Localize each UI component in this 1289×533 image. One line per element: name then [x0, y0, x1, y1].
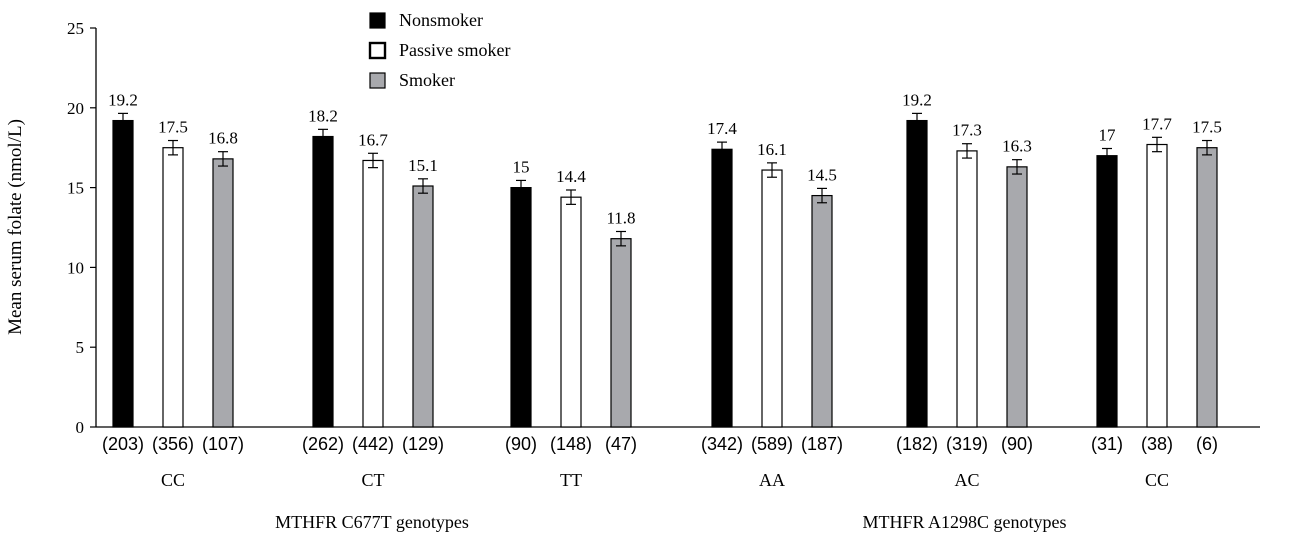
data-label: 17.3 — [952, 121, 982, 140]
sample-size-label: (589) — [751, 434, 793, 454]
sample-size-label: (90) — [1001, 434, 1033, 454]
legend-swatch — [370, 43, 385, 58]
x-tick-label: AC — [954, 470, 979, 490]
sample-size-label: (6) — [1196, 434, 1218, 454]
sample-size-label: (356) — [152, 434, 194, 454]
sample-size-label: (90) — [505, 434, 537, 454]
data-label: 15.1 — [408, 156, 438, 175]
legend-label: Nonsmoker — [399, 10, 483, 30]
data-label: 16.8 — [208, 129, 238, 148]
sample-size-label: (148) — [550, 434, 592, 454]
sample-size-label: (129) — [402, 434, 444, 454]
data-label: 19.2 — [902, 90, 932, 109]
data-label: 19.2 — [108, 90, 138, 109]
data-labels: 19.2 (203) 17.5 (356) 16.8 (107) CC 18.2 (262) 16… — [102, 90, 1222, 532]
sample-size-label: (38) — [1141, 434, 1173, 454]
data-label: 16.7 — [358, 130, 388, 149]
legend-swatch — [370, 73, 385, 88]
data-label: 17.7 — [1142, 114, 1172, 133]
bar-nonsmoker — [1097, 156, 1117, 427]
axes: 0 5 10 15 20 25 — [67, 19, 1260, 437]
bar-passive-smoker — [163, 148, 183, 427]
legend-label: Smoker — [399, 70, 455, 90]
data-label: 16.3 — [1002, 137, 1032, 156]
y-tick-label: 0 — [76, 418, 85, 437]
data-label: 16.1 — [757, 140, 787, 159]
data-label: 17.4 — [707, 119, 737, 138]
legend-swatch — [370, 13, 385, 28]
bar-smoker — [611, 239, 631, 427]
bar-smoker — [413, 186, 433, 427]
y-tick-label: 15 — [67, 179, 84, 198]
bar-nonsmoker — [907, 121, 927, 427]
data-label: 17.5 — [1192, 118, 1222, 137]
bar-nonsmoker — [313, 137, 333, 427]
legend-label: Passive smoker — [399, 40, 511, 60]
bar-passive-smoker — [762, 170, 782, 427]
data-label: 14.4 — [556, 167, 586, 186]
sample-size-label: (262) — [302, 434, 344, 454]
data-label: 11.8 — [606, 208, 635, 227]
x-tick-label: AA — [759, 470, 785, 490]
sample-size-label: (203) — [102, 434, 144, 454]
sample-size-label: (107) — [202, 434, 244, 454]
x-tick-label: CC — [1145, 470, 1169, 490]
y-tick-label: 10 — [67, 258, 84, 277]
x-tick-label: CT — [361, 470, 384, 490]
legend: Nonsmoker Passive smoker Smoker — [370, 10, 511, 90]
bar-passive-smoker — [957, 151, 977, 427]
bar-nonsmoker — [712, 149, 732, 427]
x-tick-label: TT — [560, 470, 582, 490]
bars — [113, 113, 1217, 427]
bar-smoker — [1197, 148, 1217, 427]
bar-nonsmoker — [113, 121, 133, 427]
group-label: MTHFR A1298C genotypes — [862, 512, 1066, 532]
data-label: 17 — [1099, 125, 1117, 144]
y-tick-label: 20 — [67, 99, 84, 118]
sample-size-label: (182) — [896, 434, 938, 454]
data-label: 17.5 — [158, 118, 188, 137]
y-tick-label: 25 — [67, 19, 84, 38]
data-label: 14.5 — [807, 165, 837, 184]
bar-passive-smoker — [561, 197, 581, 427]
group-label: MTHFR C677T genotypes — [275, 512, 469, 532]
sample-size-label: (31) — [1091, 434, 1123, 454]
sample-size-label: (319) — [946, 434, 988, 454]
y-axis-label: Mean serum folate (nmol/L) — [5, 119, 26, 335]
bar-passive-smoker — [1147, 145, 1167, 427]
bar-passive-smoker — [363, 160, 383, 427]
sample-size-label: (187) — [801, 434, 843, 454]
data-label: 18.2 — [308, 106, 338, 125]
x-tick-label: CC — [161, 470, 185, 490]
y-tick-label: 5 — [76, 338, 85, 357]
sample-size-label: (442) — [352, 434, 394, 454]
bar-smoker — [213, 159, 233, 427]
sample-size-label: (47) — [605, 434, 637, 454]
data-label: 15 — [513, 157, 530, 176]
bar-smoker — [1007, 167, 1027, 427]
bar-smoker — [812, 196, 832, 427]
bar-nonsmoker — [511, 188, 531, 427]
sample-size-label: (342) — [701, 434, 743, 454]
